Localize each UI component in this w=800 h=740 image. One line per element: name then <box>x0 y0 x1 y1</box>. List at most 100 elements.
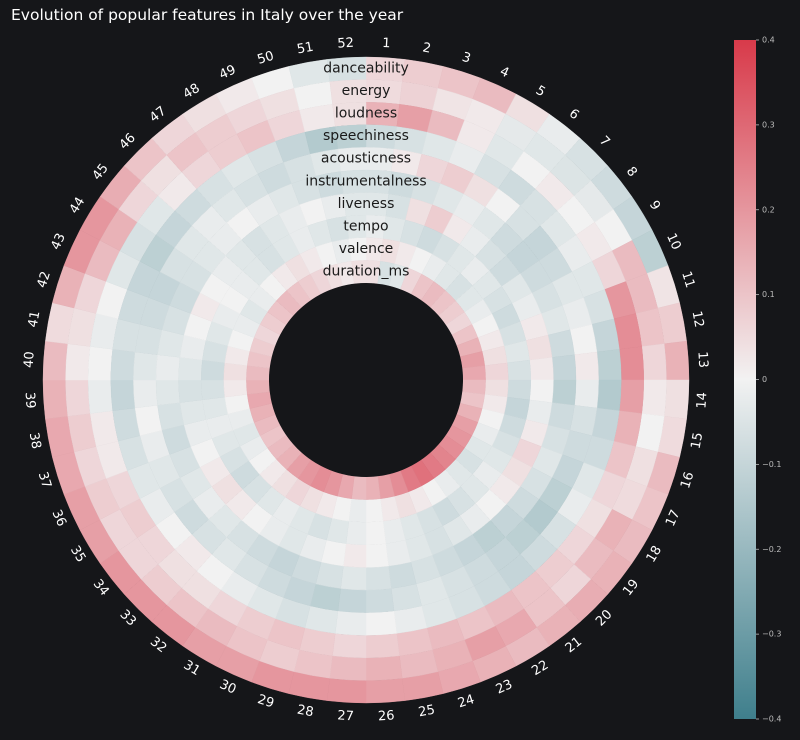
heatmap-cell <box>340 565 367 591</box>
week-label: 37 <box>35 470 54 490</box>
week-label: 30 <box>217 677 238 697</box>
week-label: 50 <box>256 49 276 68</box>
week-label: 13 <box>694 351 710 368</box>
heatmap-cell <box>663 340 690 381</box>
week-label: 31 <box>181 658 203 679</box>
feature-label-duration_ms: duration_ms <box>323 264 410 280</box>
colorbar-tick-label: −0.3 <box>762 630 781 639</box>
heatmap-cell <box>133 351 158 381</box>
week-label: 24 <box>456 692 476 711</box>
week-label: 40 <box>22 351 38 368</box>
week-label: 51 <box>296 40 315 58</box>
week-label: 43 <box>48 231 68 252</box>
heatmap-cell <box>110 379 136 411</box>
heatmap-cell <box>155 354 181 381</box>
colorbar <box>734 40 756 719</box>
heatmap-cell <box>574 379 599 409</box>
heatmap-cell <box>574 351 599 381</box>
heatmap-cell <box>332 633 367 659</box>
feature-label-danceability: danceability <box>323 60 409 76</box>
heatmap-cell <box>178 357 203 381</box>
week-label: 52 <box>337 36 354 52</box>
heatmap-cell <box>223 379 248 398</box>
feature-label-instrumentalness: instrumentalness <box>305 173 426 189</box>
heatmap-cell <box>335 610 367 636</box>
feature-label-valence: valence <box>339 241 394 257</box>
week-label: 49 <box>217 62 238 82</box>
week-label: 2 <box>421 40 432 56</box>
week-label: 19 <box>620 577 642 599</box>
week-label: 25 <box>417 703 436 721</box>
heatmap-cell <box>365 655 403 681</box>
week-label: 21 <box>563 634 585 656</box>
week-label: 17 <box>663 508 683 529</box>
heatmap-cell <box>619 346 645 381</box>
week-labels: 1 234567891011121314151617181920212223242… <box>22 36 711 725</box>
heatmap-cell <box>506 379 532 401</box>
heatmap-cell <box>529 357 554 381</box>
heatmap-cell <box>365 565 392 591</box>
week-label: 3 <box>460 50 472 67</box>
heatmap-cell <box>551 354 577 381</box>
colorbar-tick-label: −0.2 <box>762 545 781 554</box>
week-label: 33 <box>117 607 139 629</box>
heatmap-cell <box>65 379 91 417</box>
heatmap-cell <box>200 359 226 381</box>
heatmap-cell <box>551 379 577 406</box>
week-label: 28 <box>296 703 315 721</box>
week-label: 11 <box>678 270 697 290</box>
colorbar-tick-label: −0.4 <box>762 715 781 724</box>
week-label: 45 <box>90 161 112 183</box>
week-label: 4 <box>497 64 511 81</box>
heatmap-cell <box>365 498 384 523</box>
week-label: 20 <box>593 607 615 629</box>
week-label: 12 <box>689 310 707 329</box>
week-label: 5 <box>533 83 548 100</box>
week-label: 38 <box>26 431 44 450</box>
week-label: 41 <box>26 310 44 329</box>
heatmap-cell <box>365 588 395 613</box>
week-label: 42 <box>35 270 54 290</box>
heatmap-cell <box>87 346 113 381</box>
heatmap-cell <box>155 379 181 406</box>
heatmap-cell <box>42 379 69 420</box>
heatmap-cell <box>596 379 622 411</box>
heatmap-cell <box>663 379 690 420</box>
week-label: 46 <box>117 131 139 153</box>
heatmap-cell <box>110 349 136 381</box>
heatmap-cells <box>42 56 690 704</box>
week-label: 1 <box>382 36 391 51</box>
heatmap-cell <box>343 543 367 568</box>
heatmap-cell <box>337 588 367 613</box>
heatmap-cell <box>42 340 69 381</box>
heatmap-cell <box>596 349 622 381</box>
colorbar-ticks: 0.4 0.3 0.2 0.1 0 −0.1 −0.2 −0.3 −0.4 <box>756 36 781 724</box>
heatmap-cell <box>223 362 248 381</box>
week-label: 10 <box>663 231 683 252</box>
heatmap-cell <box>641 379 667 417</box>
heatmap-cell <box>365 520 387 546</box>
colorbar-tick-label: 0.1 <box>762 290 775 299</box>
week-label: 36 <box>48 508 68 529</box>
heatmap-cell <box>329 655 367 681</box>
colorbar-tick-label: 0.2 <box>762 205 775 214</box>
week-label: 22 <box>529 658 551 679</box>
center-hole <box>269 283 463 477</box>
feature-labels: danceability energy loudness speechiness aco… <box>305 60 426 279</box>
heatmap-cell <box>345 520 367 546</box>
heatmap-cell <box>365 677 406 704</box>
week-label: 44 <box>67 195 88 217</box>
week-label: 35 <box>67 543 88 565</box>
heatmap-cell <box>348 498 367 523</box>
heatmap-cell <box>365 610 397 636</box>
heatmap-cell <box>484 362 509 381</box>
feature-label-loudness: loudness <box>335 106 397 122</box>
heatmap-cell <box>641 343 667 381</box>
week-label: 9 <box>646 198 663 213</box>
heatmap-cell <box>619 379 645 414</box>
week-label: 18 <box>644 543 665 565</box>
heatmap-cell <box>365 476 381 500</box>
colorbar-tick-label: 0.4 <box>762 36 775 45</box>
week-label: 14 <box>694 392 710 409</box>
